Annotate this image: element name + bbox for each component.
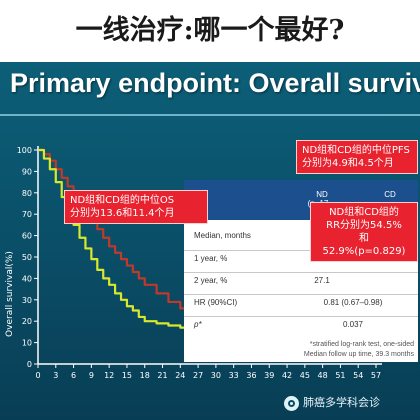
x-tick-label: 51 <box>335 371 345 380</box>
stats-note-line: *stratified log-rank test, one-sided <box>309 341 414 348</box>
stats-row-p: p* 0.037 <box>184 316 418 335</box>
x-tick-label: 45 <box>300 371 310 380</box>
callout-response-rate: ND组和CD组的 RR分别为54.5% 和 52.9%(p=0.829) <box>310 202 418 262</box>
callout-line: ND组和CD组的中位PFS <box>302 145 410 156</box>
stats-note-line: Median follow up time, 39.3 months <box>303 351 414 358</box>
callout-line: ND组和CD组的 <box>329 207 399 218</box>
y-tick-label: 50 <box>22 253 32 262</box>
x-tick-label: 39 <box>264 371 274 380</box>
stats-row-2year: 2 year, % 27.1 <box>184 272 418 291</box>
stats-row-combined-value: 0.81 (0.67–0.98) <box>323 298 383 307</box>
y-tick-label: 60 <box>22 232 32 241</box>
stats-row-label: 1 year, % <box>194 254 228 263</box>
watermark: 肺癌多学科会诊 <box>284 394 420 416</box>
callout-median-os: ND组和CD组的中位OS 分别为13.6和11.4个月 <box>64 190 208 224</box>
x-tick-label: 54 <box>353 371 363 380</box>
stats-row-label: Median, months <box>194 231 251 240</box>
y-tick-label: 10 <box>22 339 32 348</box>
x-tick-label: 3 <box>53 371 58 380</box>
x-tick-label: 0 <box>35 371 40 380</box>
stats-row-label: p* <box>194 320 202 329</box>
watermark-text: 肺癌多学科会诊 <box>303 396 380 409</box>
x-tick-label: 36 <box>246 371 256 380</box>
callout-median-pfs: ND组和CD组的中位PFS 分别为4.9和4.5个月 <box>296 140 418 174</box>
callout-line: 和 <box>359 233 369 244</box>
y-tick-label: 70 <box>22 210 32 219</box>
y-tick-label: 30 <box>22 296 32 305</box>
stats-note: *stratified log-rank test, one-sided Med… <box>284 340 414 360</box>
headline: 一线治疗:哪一个最好? <box>0 0 420 62</box>
x-tick-label: 6 <box>71 371 76 380</box>
wechat-logo-icon <box>284 395 299 411</box>
x-tick-label: 24 <box>175 371 185 380</box>
callout-line: ND组和CD组的中位OS <box>70 195 175 206</box>
stats-row-hr: HR (90%CI) 0.81 (0.67–0.98) <box>184 294 418 313</box>
x-tick-label: 21 <box>157 371 167 380</box>
x-tick-label: 57 <box>371 371 381 380</box>
y-tick-label: 90 <box>22 167 32 176</box>
callout-line: 分别为13.6和11.4个月 <box>70 208 175 219</box>
y-axis-label: Overall survival(%) <box>5 251 15 337</box>
callout-line: RR分别为54.5% <box>326 220 402 231</box>
callout-line: 52.9%(p=0.829) <box>322 246 406 257</box>
slide-divider <box>0 114 420 116</box>
x-tick-label: 9 <box>89 371 94 380</box>
y-tick-label: 100 <box>17 146 32 155</box>
x-tick-label: 18 <box>140 371 150 380</box>
stats-row-label: HR (90%CI) <box>194 298 238 307</box>
x-tick-label: 12 <box>104 371 114 380</box>
stats-row-nd-value: 27.1 <box>314 276 330 285</box>
slide-title: Primary endpoint: Overall survival <box>10 68 420 98</box>
y-tick-label: 0 <box>27 360 32 369</box>
y-tick-label: 20 <box>22 317 32 326</box>
x-tick-label: 27 <box>193 371 203 380</box>
callout-line: 分别为4.9和4.5个月 <box>302 158 394 169</box>
x-tick-label: 48 <box>318 371 328 380</box>
x-tick-label: 15 <box>122 371 132 380</box>
x-tick-label: 33 <box>229 371 239 380</box>
y-tick-label: 80 <box>22 189 32 198</box>
x-tick-label: 42 <box>282 371 292 380</box>
x-tick-label: 30 <box>211 371 221 380</box>
slide: Primary endpoint: Overall survival 0 10 20… <box>0 62 420 420</box>
stats-col-cd: CD <box>384 190 396 199</box>
stats-row-combined-value: 0.037 <box>342 320 364 329</box>
stats-row-label: 2 year, % <box>194 276 228 285</box>
y-tick-label: 40 <box>22 274 32 283</box>
